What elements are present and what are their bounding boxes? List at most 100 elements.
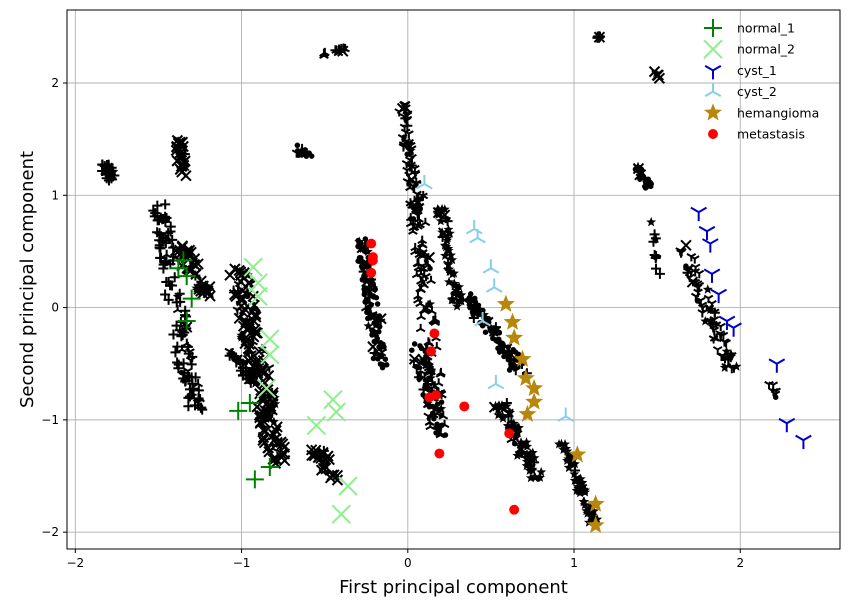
unlabeled-point bbox=[415, 323, 426, 333]
unlabeled-point bbox=[175, 160, 188, 172]
unlabeled-point bbox=[443, 267, 453, 276]
unlabeled-point bbox=[190, 268, 202, 280]
unlabeled-point bbox=[449, 280, 460, 290]
unlabeled-point bbox=[703, 294, 714, 304]
point-hemangioma bbox=[586, 515, 605, 534]
unlabeled-point bbox=[711, 333, 722, 343]
unlabeled-point bbox=[405, 173, 418, 186]
unlabeled-point bbox=[184, 391, 195, 402]
legend-marker-normal_2 bbox=[703, 39, 723, 59]
unlabeled-point bbox=[270, 398, 281, 409]
unlabeled-point bbox=[364, 264, 370, 270]
point-cyst_1 bbox=[698, 225, 716, 241]
unlabeled-point bbox=[482, 329, 489, 335]
unlabeled-point bbox=[318, 461, 329, 472]
unlabeled-point bbox=[648, 181, 654, 187]
unlabeled-point bbox=[575, 487, 586, 498]
unlabeled-point bbox=[633, 166, 639, 173]
x-tick-label: 0 bbox=[404, 556, 412, 570]
unlabeled-point bbox=[361, 248, 368, 254]
unlabeled-point bbox=[456, 289, 467, 300]
unlabeled-point bbox=[418, 354, 429, 365]
unlabeled-point bbox=[416, 311, 426, 321]
unlabeled-point bbox=[526, 460, 537, 471]
unlabeled-point bbox=[443, 276, 454, 287]
unlabeled-point bbox=[414, 249, 425, 259]
unlabeled-point bbox=[452, 289, 463, 300]
unlabeled-point bbox=[431, 415, 437, 422]
unlabeled-point bbox=[435, 369, 446, 378]
unlabeled-point bbox=[451, 285, 462, 295]
unlabeled-point bbox=[262, 412, 274, 424]
unlabeled-point bbox=[438, 412, 445, 418]
unlabeled-point bbox=[521, 437, 532, 447]
unlabeled-point bbox=[242, 373, 253, 384]
point-cyst_2 bbox=[557, 407, 575, 422]
unlabeled-point bbox=[443, 259, 454, 270]
unlabeled-point bbox=[414, 200, 425, 211]
unlabeled-point bbox=[575, 473, 586, 484]
unlabeled-point bbox=[441, 241, 452, 252]
unlabeled-point bbox=[459, 297, 465, 303]
legend-marker-cyst_1 bbox=[704, 65, 722, 80]
unlabeled-point bbox=[726, 351, 737, 361]
unlabeled-point bbox=[379, 361, 386, 368]
point-normal_1 bbox=[260, 458, 279, 477]
legend-label: hemangioma bbox=[737, 105, 819, 120]
unlabeled-point bbox=[411, 205, 422, 215]
unlabeled-point bbox=[409, 347, 415, 353]
legend-label: normal_1 bbox=[737, 21, 795, 36]
legend-marker-metastasis bbox=[708, 129, 718, 139]
unlabeled-point bbox=[155, 252, 166, 263]
unlabeled-point bbox=[440, 213, 451, 224]
unlabeled-point bbox=[249, 302, 260, 311]
legend-marker-hemangioma bbox=[704, 103, 722, 121]
unlabeled-point bbox=[683, 263, 689, 269]
point-metastasis bbox=[366, 267, 377, 278]
unlabeled-point bbox=[719, 362, 730, 372]
axis-ticks: −2 −1 0 1 2 −2 −1 0 1 2 bbox=[41, 76, 744, 570]
point-cyst_1 bbox=[690, 206, 708, 222]
unlabeled-point bbox=[185, 356, 196, 366]
legend: normal_1 normal_2 cyst_1 cyst_2 hemangioma me… bbox=[703, 19, 819, 142]
unlabeled-point bbox=[686, 253, 697, 262]
point-normal_1 bbox=[182, 289, 201, 308]
unlabeled-point bbox=[501, 397, 512, 408]
unlabeled-point bbox=[571, 475, 582, 486]
unlabeled-point bbox=[423, 337, 434, 346]
unlabeled-point bbox=[522, 441, 533, 451]
unlabeled-point bbox=[521, 460, 532, 471]
unlabeled-point bbox=[197, 284, 209, 296]
point-cyst_1 bbox=[710, 288, 727, 304]
unlabeled-point bbox=[168, 329, 179, 340]
unlabeled-point bbox=[514, 447, 525, 458]
y-tick-label: −2 bbox=[41, 525, 59, 539]
unlabeled-point bbox=[429, 403, 436, 410]
legend-label: cyst_1 bbox=[737, 63, 777, 78]
unlabeled-point bbox=[179, 162, 190, 172]
unlabeled-point bbox=[513, 422, 524, 433]
point-cyst_1 bbox=[703, 268, 721, 283]
unlabeled-point bbox=[183, 348, 194, 359]
unlabeled-point bbox=[163, 294, 174, 305]
unlabeled-point bbox=[576, 477, 587, 488]
point-cyst_2 bbox=[485, 278, 503, 293]
unlabeled-point bbox=[579, 499, 590, 510]
unlabeled-point bbox=[512, 349, 519, 355]
point-cyst_1 bbox=[702, 238, 719, 253]
unlabeled-point bbox=[233, 312, 246, 325]
unlabeled-point bbox=[446, 250, 456, 260]
unlabeled-point bbox=[568, 459, 579, 470]
unlabeled-point bbox=[408, 217, 419, 227]
unlabeled-point bbox=[493, 409, 504, 420]
unlabeled-point bbox=[295, 152, 302, 158]
x-tick-label: 2 bbox=[736, 556, 744, 570]
unlabeled-point bbox=[152, 200, 163, 211]
unlabeled-point bbox=[427, 265, 433, 272]
unlabeled-point bbox=[362, 285, 369, 291]
unlabeled-point bbox=[467, 304, 473, 311]
x-tick-label: −2 bbox=[66, 556, 84, 570]
unlabeled-point bbox=[418, 192, 428, 201]
point-normal_2 bbox=[260, 329, 280, 349]
